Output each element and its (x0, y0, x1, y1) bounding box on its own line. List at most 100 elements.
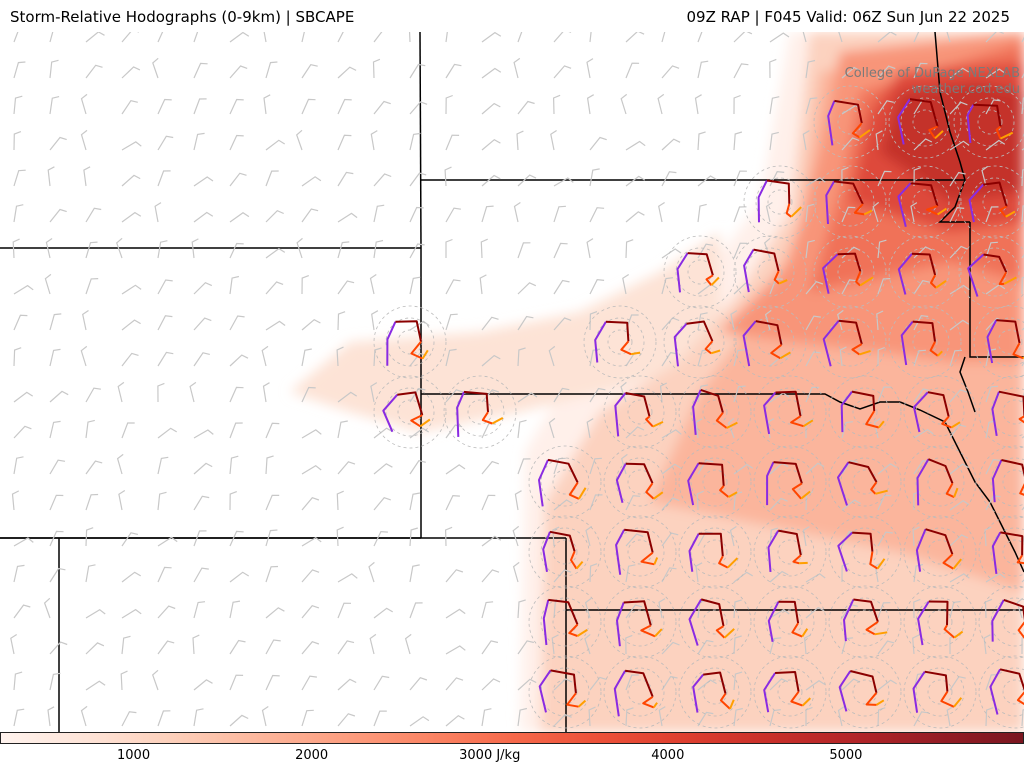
hodograph-ring (663, 235, 737, 309)
wind-barb (49, 390, 69, 403)
wind-barb (517, 458, 531, 475)
wind-barb (301, 709, 314, 727)
hodograph-ring (615, 527, 665, 577)
wind-barb (805, 386, 820, 403)
wind-barb (695, 418, 703, 439)
hodograph-trace (973, 103, 1002, 127)
wind-barb (733, 671, 743, 691)
hodograph-ring (615, 457, 665, 507)
wind-barb (373, 173, 392, 187)
wind-barb (481, 569, 500, 583)
map-panel[interactable]: College of DuPage NEXLAB weather.cod.edu (0, 32, 1024, 732)
wind-barb (157, 98, 172, 115)
hodograph-trace (715, 412, 728, 429)
wind-barb (481, 174, 501, 187)
wind-barb (43, 597, 51, 619)
wind-barb (730, 310, 738, 331)
wind-barb (481, 102, 501, 115)
hodograph-ring (978, 445, 1024, 519)
sbcape-shading (290, 32, 1024, 732)
hodograph-ring (702, 679, 728, 705)
wind-barb (193, 429, 214, 439)
hodograph (813, 235, 887, 309)
hodograph-ring (528, 445, 602, 519)
wind-barb (82, 310, 89, 331)
hodograph-trace (822, 320, 840, 367)
wind-barb (553, 32, 572, 43)
wind-barb (589, 387, 606, 403)
watermark: College of DuPage NEXLAB weather.cod.edu (845, 66, 1020, 98)
wind-barb (445, 348, 457, 367)
wind-barb (517, 640, 535, 655)
wind-barb (409, 716, 430, 727)
hodograph-ring (397, 329, 423, 355)
hodograph-ring (678, 445, 752, 519)
hodograph-trace (909, 98, 939, 127)
colorbar-tick-label: 4000 (651, 748, 685, 763)
wind-barb (913, 598, 921, 619)
hodograph-trace (766, 179, 791, 204)
wind-barb (445, 32, 448, 43)
hodograph-ring (978, 655, 1024, 729)
wind-barb (589, 279, 605, 295)
hodograph-trace (615, 529, 626, 575)
hodograph-ring (678, 375, 752, 449)
hodograph (443, 375, 517, 449)
hodograph-trace (778, 529, 802, 556)
wind-barb (733, 94, 741, 115)
wind-barb (949, 499, 970, 511)
wind-barb (47, 166, 55, 187)
hodograph-trace (778, 279, 788, 285)
wind-barb (481, 535, 502, 547)
hodograph-trace (743, 249, 755, 293)
hodograph-ring (702, 469, 728, 495)
hodograph (603, 585, 677, 659)
hodograph (828, 445, 902, 519)
wind-barb (49, 641, 68, 655)
wind-barb (841, 206, 856, 223)
wind-barb (445, 207, 461, 223)
wind-barb (409, 492, 421, 511)
wind-barb (121, 352, 139, 367)
hodograph-ring (997, 329, 1023, 355)
wind-barb (949, 319, 970, 331)
wind-barb (445, 608, 466, 619)
wind-barb (913, 167, 922, 187)
wind-barb (985, 139, 1006, 151)
hodograph-trace (700, 388, 724, 413)
hodograph-ring (678, 655, 752, 729)
wind-barb (625, 674, 639, 691)
hodograph-trace (410, 340, 424, 360)
wind-barb (697, 312, 708, 331)
wind-barb (409, 527, 418, 547)
missouri-river-border (899, 401, 1024, 573)
wind-barb (625, 604, 643, 619)
wind-barb (985, 385, 999, 403)
wind-barb (85, 460, 103, 475)
hodograph-ring (552, 539, 578, 565)
hodograph-trace (616, 602, 625, 647)
wind-barb (49, 420, 61, 439)
wind-barb (13, 456, 24, 475)
wind-barb (589, 563, 598, 583)
wind-barb (838, 32, 843, 43)
wind-barb (337, 98, 352, 115)
hodograph-ring (915, 667, 965, 717)
wind-barb (697, 679, 717, 691)
wind-barb (121, 284, 142, 295)
wind-barb (85, 387, 101, 403)
hodograph (603, 655, 677, 729)
hodograph-trace (775, 671, 800, 692)
hodograph-trace (676, 252, 689, 293)
wind-barb (337, 66, 357, 79)
hodograph-trace (1003, 598, 1024, 621)
wind-barb (83, 166, 91, 187)
hodograph (813, 85, 887, 159)
wind-barb (229, 275, 240, 295)
hodograph-trace (998, 271, 1008, 286)
hodograph (813, 305, 887, 379)
hodograph-trace (878, 420, 885, 429)
hodograph (528, 655, 602, 729)
hodograph-trace (550, 669, 577, 694)
wind-barb (229, 65, 248, 79)
